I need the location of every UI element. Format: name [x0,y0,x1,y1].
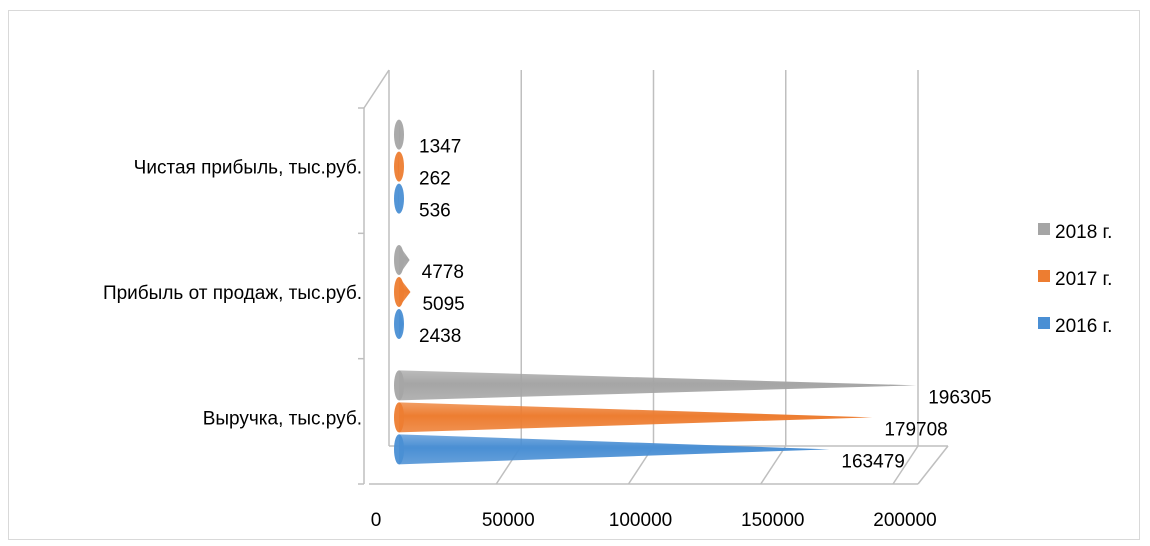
legend-label: 2017 г. [1055,269,1112,290]
cone-bar [399,402,873,433]
cone-base [394,277,404,307]
category-label: Выручка, тыс.руб. [203,408,362,429]
data-label: 196305 [928,387,991,408]
data-label: 4778 [422,262,464,283]
chart-frame [8,10,1140,540]
cone-base [394,245,404,275]
data-label: 5095 [422,294,464,315]
data-label: 536 [419,201,451,222]
data-label: 179708 [884,419,947,440]
cone-base [394,151,404,182]
cone-base [394,119,404,150]
category-label: Чистая прибыль, тыс.руб. [134,158,362,179]
legend-label: 2018 г. [1055,222,1112,243]
legend-swatch [1038,223,1050,235]
data-label: 163479 [841,451,904,472]
legend-label: 2016 г. [1055,316,1112,337]
gridline-floor [892,445,919,485]
x-tick-label: 200000 [873,510,936,531]
cone-base [394,309,404,339]
x-tick-label: 100000 [609,510,672,531]
data-label: 2438 [419,326,461,347]
data-label: 1347 [419,137,461,158]
cone-bar [399,434,830,465]
x-tick-label: 0 [371,510,382,531]
x-axis-ticks: 0 50000 100000 150000 200000 [371,510,937,531]
cone-base [394,183,404,214]
data-labels: 163479 179708 196305 2438 5095 4778 536 262 1347 [419,137,992,473]
cone-bar [399,370,917,401]
data-series [394,119,917,465]
gridline-floor [760,445,787,485]
cone-base [394,402,404,433]
x-tick-label: 150000 [741,510,804,531]
legend-swatch [1038,317,1050,329]
cone-base [394,434,404,465]
category-label: Прибыль от продаж, тыс.руб. [103,283,362,304]
legend: 2018 г. 2017 г. 2016 г. [1038,222,1112,337]
category-labels: Выручка, тыс.руб. Прибыль от продаж, тыс.… [103,158,362,430]
legend-swatch [1038,270,1050,282]
cone-base [394,370,404,401]
x-tick-label: 50000 [482,510,535,531]
floor-right-edge [917,445,949,485]
wall-top-edge [363,69,390,109]
data-label: 262 [419,169,451,190]
